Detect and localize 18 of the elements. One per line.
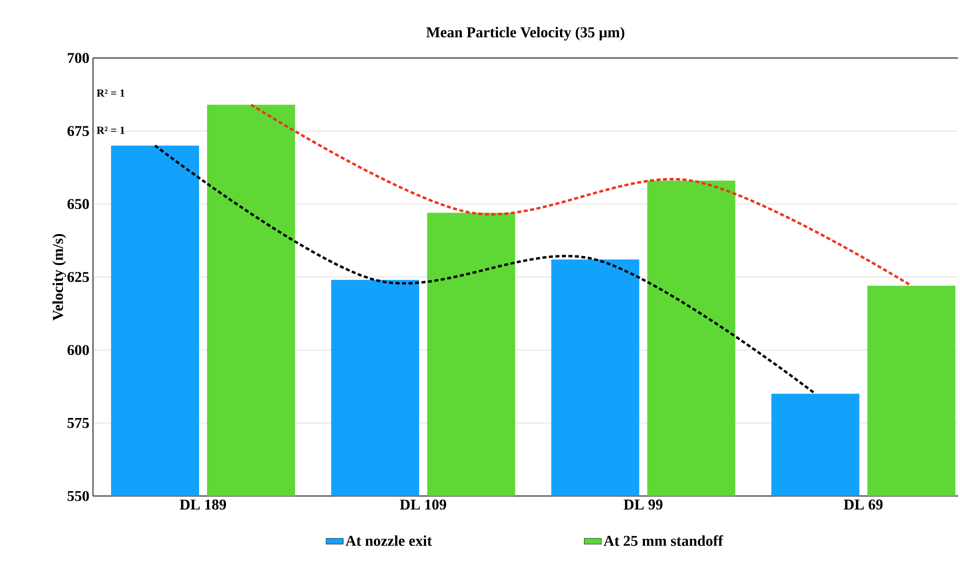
y-tick-label: 550 [68, 490, 89, 502]
y-tick-label: 625 [67, 272, 89, 282]
y-tick-label: 575 [68, 418, 89, 428]
x-tick-label: DL 109 [400, 500, 446, 510]
chart-title: Mean Particle Velocity (35 µm) [426, 26, 624, 40]
legend-label: At nozzle exit [346, 535, 432, 546]
y-tick-label: 650 [67, 198, 89, 210]
annotation: R² = 1 [96, 126, 124, 134]
line-series [154, 144, 817, 395]
y-tick-label: 675 [67, 126, 89, 136]
x-tick-label: DL 189 [180, 500, 226, 510]
x-tick-label: DL 99 [624, 500, 662, 510]
annotation: R² = 1 [96, 89, 124, 97]
y-tick-label: 600 [67, 344, 89, 356]
y-axis-title: Velocity (m/s) [52, 234, 66, 320]
y-tick-label: 700 [68, 52, 89, 64]
legend-label: At 25 mm standoff [604, 535, 724, 546]
x-tick-label: DL 69 [844, 500, 883, 510]
